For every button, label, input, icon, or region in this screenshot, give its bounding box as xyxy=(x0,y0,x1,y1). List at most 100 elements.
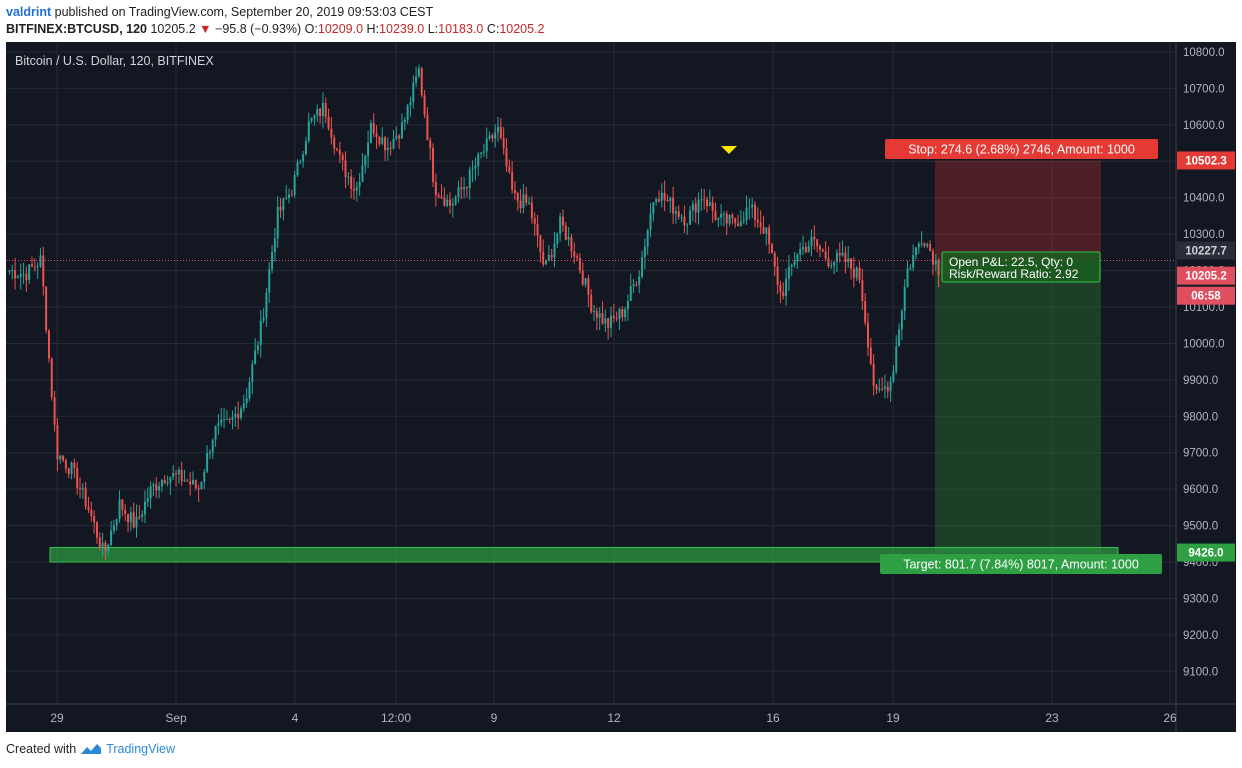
last-price-text: 10205.2 xyxy=(150,22,196,36)
candle-body xyxy=(629,286,632,302)
candle-body xyxy=(485,138,488,152)
candle-body xyxy=(929,244,932,251)
candle-body xyxy=(858,267,861,281)
candle-body xyxy=(440,196,443,198)
open-label: O: xyxy=(304,22,318,36)
candle-body xyxy=(694,203,697,213)
candle-body xyxy=(409,102,412,106)
candle-body xyxy=(765,227,768,234)
candle-body xyxy=(691,203,694,211)
candle-body xyxy=(660,192,663,202)
candle-body xyxy=(567,236,570,240)
candle-body xyxy=(680,216,683,218)
candle-body xyxy=(330,128,333,138)
stop-price-label: 10502.3 xyxy=(1185,155,1227,167)
tradingview-link[interactable]: TradingView xyxy=(106,742,175,756)
candle-body xyxy=(158,486,161,491)
candle-body xyxy=(259,320,262,345)
candle-body xyxy=(101,542,104,548)
candle-body xyxy=(516,193,519,201)
candle-body xyxy=(669,197,672,201)
candle-body xyxy=(313,115,316,119)
candle-body xyxy=(720,213,723,218)
candle-body xyxy=(915,247,917,256)
candle-body xyxy=(293,175,296,195)
candle-body xyxy=(855,267,858,278)
candle-body xyxy=(807,245,810,253)
candle-body xyxy=(79,488,82,490)
candle-body xyxy=(143,501,146,515)
candle-body xyxy=(474,165,477,169)
candle-body xyxy=(449,199,451,206)
candle-body xyxy=(437,195,440,197)
x-tick-label: 12 xyxy=(607,711,621,725)
candle-body xyxy=(16,276,19,279)
candle-body xyxy=(8,270,11,272)
symbol-label: BITFINEX:BTCUSD, 120 xyxy=(6,22,147,36)
time-axis-background[interactable] xyxy=(6,704,1236,732)
x-tick-label: 26 xyxy=(1163,711,1177,725)
candle-body xyxy=(920,243,923,245)
candle-body xyxy=(256,344,259,351)
candle-body xyxy=(553,243,556,258)
candle-body xyxy=(737,223,740,227)
y-tick-label: 9600.0 xyxy=(1183,484,1218,496)
candle-body xyxy=(412,82,415,103)
candle-body xyxy=(429,140,432,148)
candle-body xyxy=(734,217,737,224)
candle-body xyxy=(802,246,805,250)
candle-body xyxy=(386,147,389,151)
candle-body xyxy=(886,386,889,392)
x-tick-label: 9 xyxy=(491,711,498,725)
y-tick-label: 10600.0 xyxy=(1183,120,1225,132)
candle-body xyxy=(787,266,790,279)
candle-body xyxy=(703,199,706,201)
candle-body xyxy=(381,137,384,144)
stop-label-box xyxy=(885,139,1158,159)
candle-body xyxy=(115,518,118,526)
candle-body xyxy=(864,300,867,323)
candle-body xyxy=(180,469,183,481)
candle-body xyxy=(454,197,457,204)
candle-body xyxy=(398,135,401,139)
candle-body xyxy=(265,292,268,319)
y-tick-label: 10700.0 xyxy=(1183,83,1225,95)
candle-body xyxy=(872,363,875,386)
candle-body xyxy=(751,204,754,208)
candle-body xyxy=(847,258,850,262)
stop-zone xyxy=(935,160,1101,261)
candle-body xyxy=(909,267,912,269)
position-zones xyxy=(49,160,1119,563)
candle-body xyxy=(612,315,615,319)
y-tick-label: 9800.0 xyxy=(1183,411,1218,423)
candle-body xyxy=(432,147,435,182)
candle-body xyxy=(641,257,644,277)
candle-body xyxy=(338,149,341,155)
candle-body xyxy=(624,309,627,318)
candle-body xyxy=(87,506,90,510)
candle-body xyxy=(59,455,62,460)
candle-body xyxy=(782,291,785,297)
candle-body xyxy=(923,243,926,246)
candle-body xyxy=(869,347,872,364)
x-tick-label: Sep xyxy=(165,711,187,725)
candle-body xyxy=(482,151,485,153)
candle-body xyxy=(245,398,248,404)
candle-body xyxy=(539,235,542,252)
candle-body xyxy=(426,114,429,141)
target-label-text: Target: 801.7 (7.84%) 8017, Amount: 1000 xyxy=(903,558,1139,572)
candle-body xyxy=(443,197,446,206)
candle-body xyxy=(129,512,132,523)
candle-body xyxy=(319,108,322,117)
candle-body xyxy=(609,315,612,329)
candle-body xyxy=(406,105,409,120)
candle-body xyxy=(906,268,909,287)
change-text: −95.8 (−0.93%) xyxy=(215,22,302,36)
candle-body xyxy=(403,119,406,123)
candle-body xyxy=(833,261,836,266)
candle-body xyxy=(708,202,711,206)
candle-body xyxy=(838,252,841,256)
candle-body xyxy=(350,176,353,190)
author-link[interactable]: valdrint xyxy=(6,5,52,19)
